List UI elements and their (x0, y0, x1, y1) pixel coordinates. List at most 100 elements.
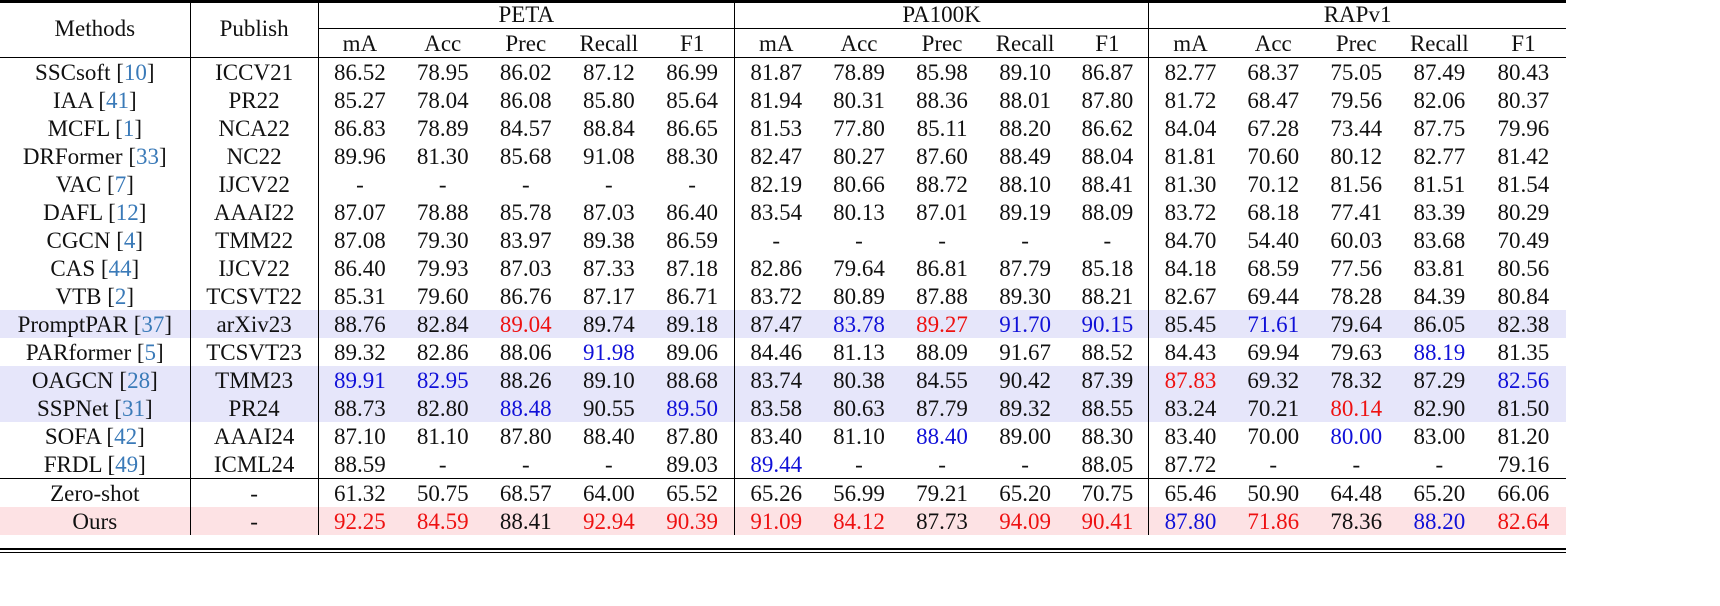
value-cell: 82.56 (1480, 366, 1566, 394)
citation-link[interactable]: 42 (114, 423, 138, 449)
value-cell: 77.41 (1330, 199, 1383, 225)
value-cell: - (855, 227, 863, 253)
value-cell: 87.39 (1066, 366, 1150, 394)
value-cell: 81.10 (833, 423, 885, 449)
value-cell: - (1066, 226, 1150, 254)
value-cell: 68.47 (1247, 87, 1300, 113)
value-cell: 50.75 (401, 478, 485, 507)
value-cell: 81.56 (1330, 171, 1383, 197)
method-name: Ours (72, 508, 118, 534)
value-cell: 86.40 (334, 255, 386, 281)
citation-link[interactable]: 12 (115, 199, 139, 225)
value-cell: 84.57 (499, 115, 552, 141)
value-cell: 83.81 (1413, 255, 1466, 281)
citation-link[interactable]: 10 (123, 59, 147, 85)
value-cell: 85.68 (499, 143, 552, 169)
citation-link[interactable]: 44 (108, 255, 132, 281)
value-cell: 91.70 (983, 310, 1067, 338)
value-cell: 79.64 (1314, 310, 1398, 338)
value-cell: 80.12 (1330, 143, 1383, 169)
citation-link[interactable]: 49 (115, 451, 139, 477)
value-cell: 87.17 (582, 283, 635, 309)
citation-link[interactable]: 33 (136, 143, 159, 169)
value-cell: 89.32 (983, 394, 1067, 422)
citation-link[interactable]: 31 (121, 395, 145, 421)
value-cell: 88.01 (999, 87, 1051, 113)
citation-link[interactable]: 37 (141, 311, 165, 337)
metric-header-rapv1-recall: Recall (1397, 28, 1481, 58)
citation-link[interactable]: 28 (127, 367, 151, 393)
value-cell: 60.03 (1330, 227, 1383, 253)
value-cell: 90.15 (1066, 310, 1150, 338)
value-cell: 78.32 (1314, 366, 1398, 394)
value-cell: 86.40 (650, 198, 735, 226)
method-cell: PromptPAR [37] (0, 310, 191, 338)
citation-link[interactable]: 4 (123, 227, 136, 253)
value-cell: 79.16 (1497, 451, 1550, 477)
metric-header-pa100k-recall: Recall (983, 28, 1067, 58)
citation-link[interactable]: 41 (105, 87, 129, 113)
value-cell: 83.58 (734, 394, 818, 422)
table-row: OAGCN [28] TMM23 89.91 82.95 88.26 89.10 88.68… (0, 366, 1566, 394)
publish-cell: IJCV22 (190, 254, 319, 282)
value-cell: 87.18 (650, 254, 735, 282)
citation-link[interactable]: 7 (114, 171, 127, 197)
value-cell: 87.47 (734, 310, 818, 338)
publish-cell: - (190, 507, 319, 535)
publish-cell: TCSVT22 (190, 282, 319, 310)
value-cell: - (604, 171, 613, 197)
value-cell: 82.47 (750, 143, 803, 169)
publish-cell: AAAI24 (190, 422, 319, 450)
value-cell: 79.64 (833, 255, 885, 281)
value-cell: 80.43 (1497, 59, 1550, 85)
method-cell: IAA [41] (0, 86, 191, 114)
metric-header-pa100k-ma: mA (734, 28, 818, 58)
value-cell: 82.90 (1397, 394, 1481, 422)
value-cell: 88.41 (1066, 170, 1150, 198)
metric-header-peta-ma: mA (318, 28, 402, 58)
method-name: VAC (55, 171, 102, 197)
publish-cell: NC22 (190, 142, 319, 170)
value-cell: 80.37 (1497, 87, 1550, 113)
value-cell: 75.05 (1330, 59, 1383, 85)
table-row: SSPNet [31] PR24 88.73 82.80 88.48 90.55 89.50… (0, 394, 1566, 422)
value-cell: 87.73 (900, 507, 984, 535)
method-name: Zero-shot (50, 480, 140, 506)
value-cell: 64.00 (567, 478, 651, 507)
value-cell: 85.18 (1066, 254, 1150, 282)
table-row: CGCN [4] TMM22 87.08 79.30 83.97 89.38 86.59 - -… (0, 226, 1566, 254)
value-cell: 87.75 (1413, 115, 1466, 141)
citation-link[interactable]: 1 (122, 115, 135, 141)
value-cell: 89.10 (567, 366, 651, 394)
value-cell: 71.61 (1231, 310, 1315, 338)
method-name: IAA (52, 87, 93, 113)
value-cell: 79.96 (1497, 115, 1550, 141)
citation-link[interactable]: 5 (144, 339, 157, 365)
value-cell: 56.99 (817, 478, 901, 507)
table-row: Zero-shot -61.32 50.75 68.57 64.00 65.52 65.26… (0, 478, 1566, 507)
header-row-metrics: mA Acc Prec Recall F1 mA Acc Prec Recall F1 mA Acc P… (0, 28, 1566, 58)
value-cell: - (1021, 451, 1029, 477)
value-cell: 84.70 (1164, 227, 1217, 253)
value-cell: 88.21 (1066, 282, 1150, 310)
method-name: CAS (50, 255, 96, 281)
table-row: VTB [2] TCSVT22 85.31 79.60 86.76 87.17 86.71 8… (0, 282, 1566, 310)
value-cell: 88.49 (999, 143, 1051, 169)
value-cell: 84.12 (817, 507, 901, 535)
value-cell: 89.30 (999, 283, 1051, 309)
value-cell: 87.80 (650, 422, 735, 450)
value-cell: - (1352, 451, 1361, 477)
value-cell: 89.91 (318, 366, 402, 394)
value-cell: 79.60 (416, 283, 469, 309)
value-cell: 89.18 (650, 310, 735, 338)
bottom-rule (0, 551, 1566, 553)
value-cell: 87.60 (916, 143, 968, 169)
value-cell: 89.44 (750, 451, 803, 477)
value-cell: 87.33 (582, 255, 635, 281)
value-cell: 65.20 (1397, 478, 1481, 507)
citation-link[interactable]: 2 (114, 283, 127, 309)
method-name: CGCN (46, 227, 111, 253)
value-cell: 69.32 (1231, 366, 1315, 394)
value-cell: 70.12 (1247, 171, 1300, 197)
value-cell: 87.79 (999, 255, 1051, 281)
